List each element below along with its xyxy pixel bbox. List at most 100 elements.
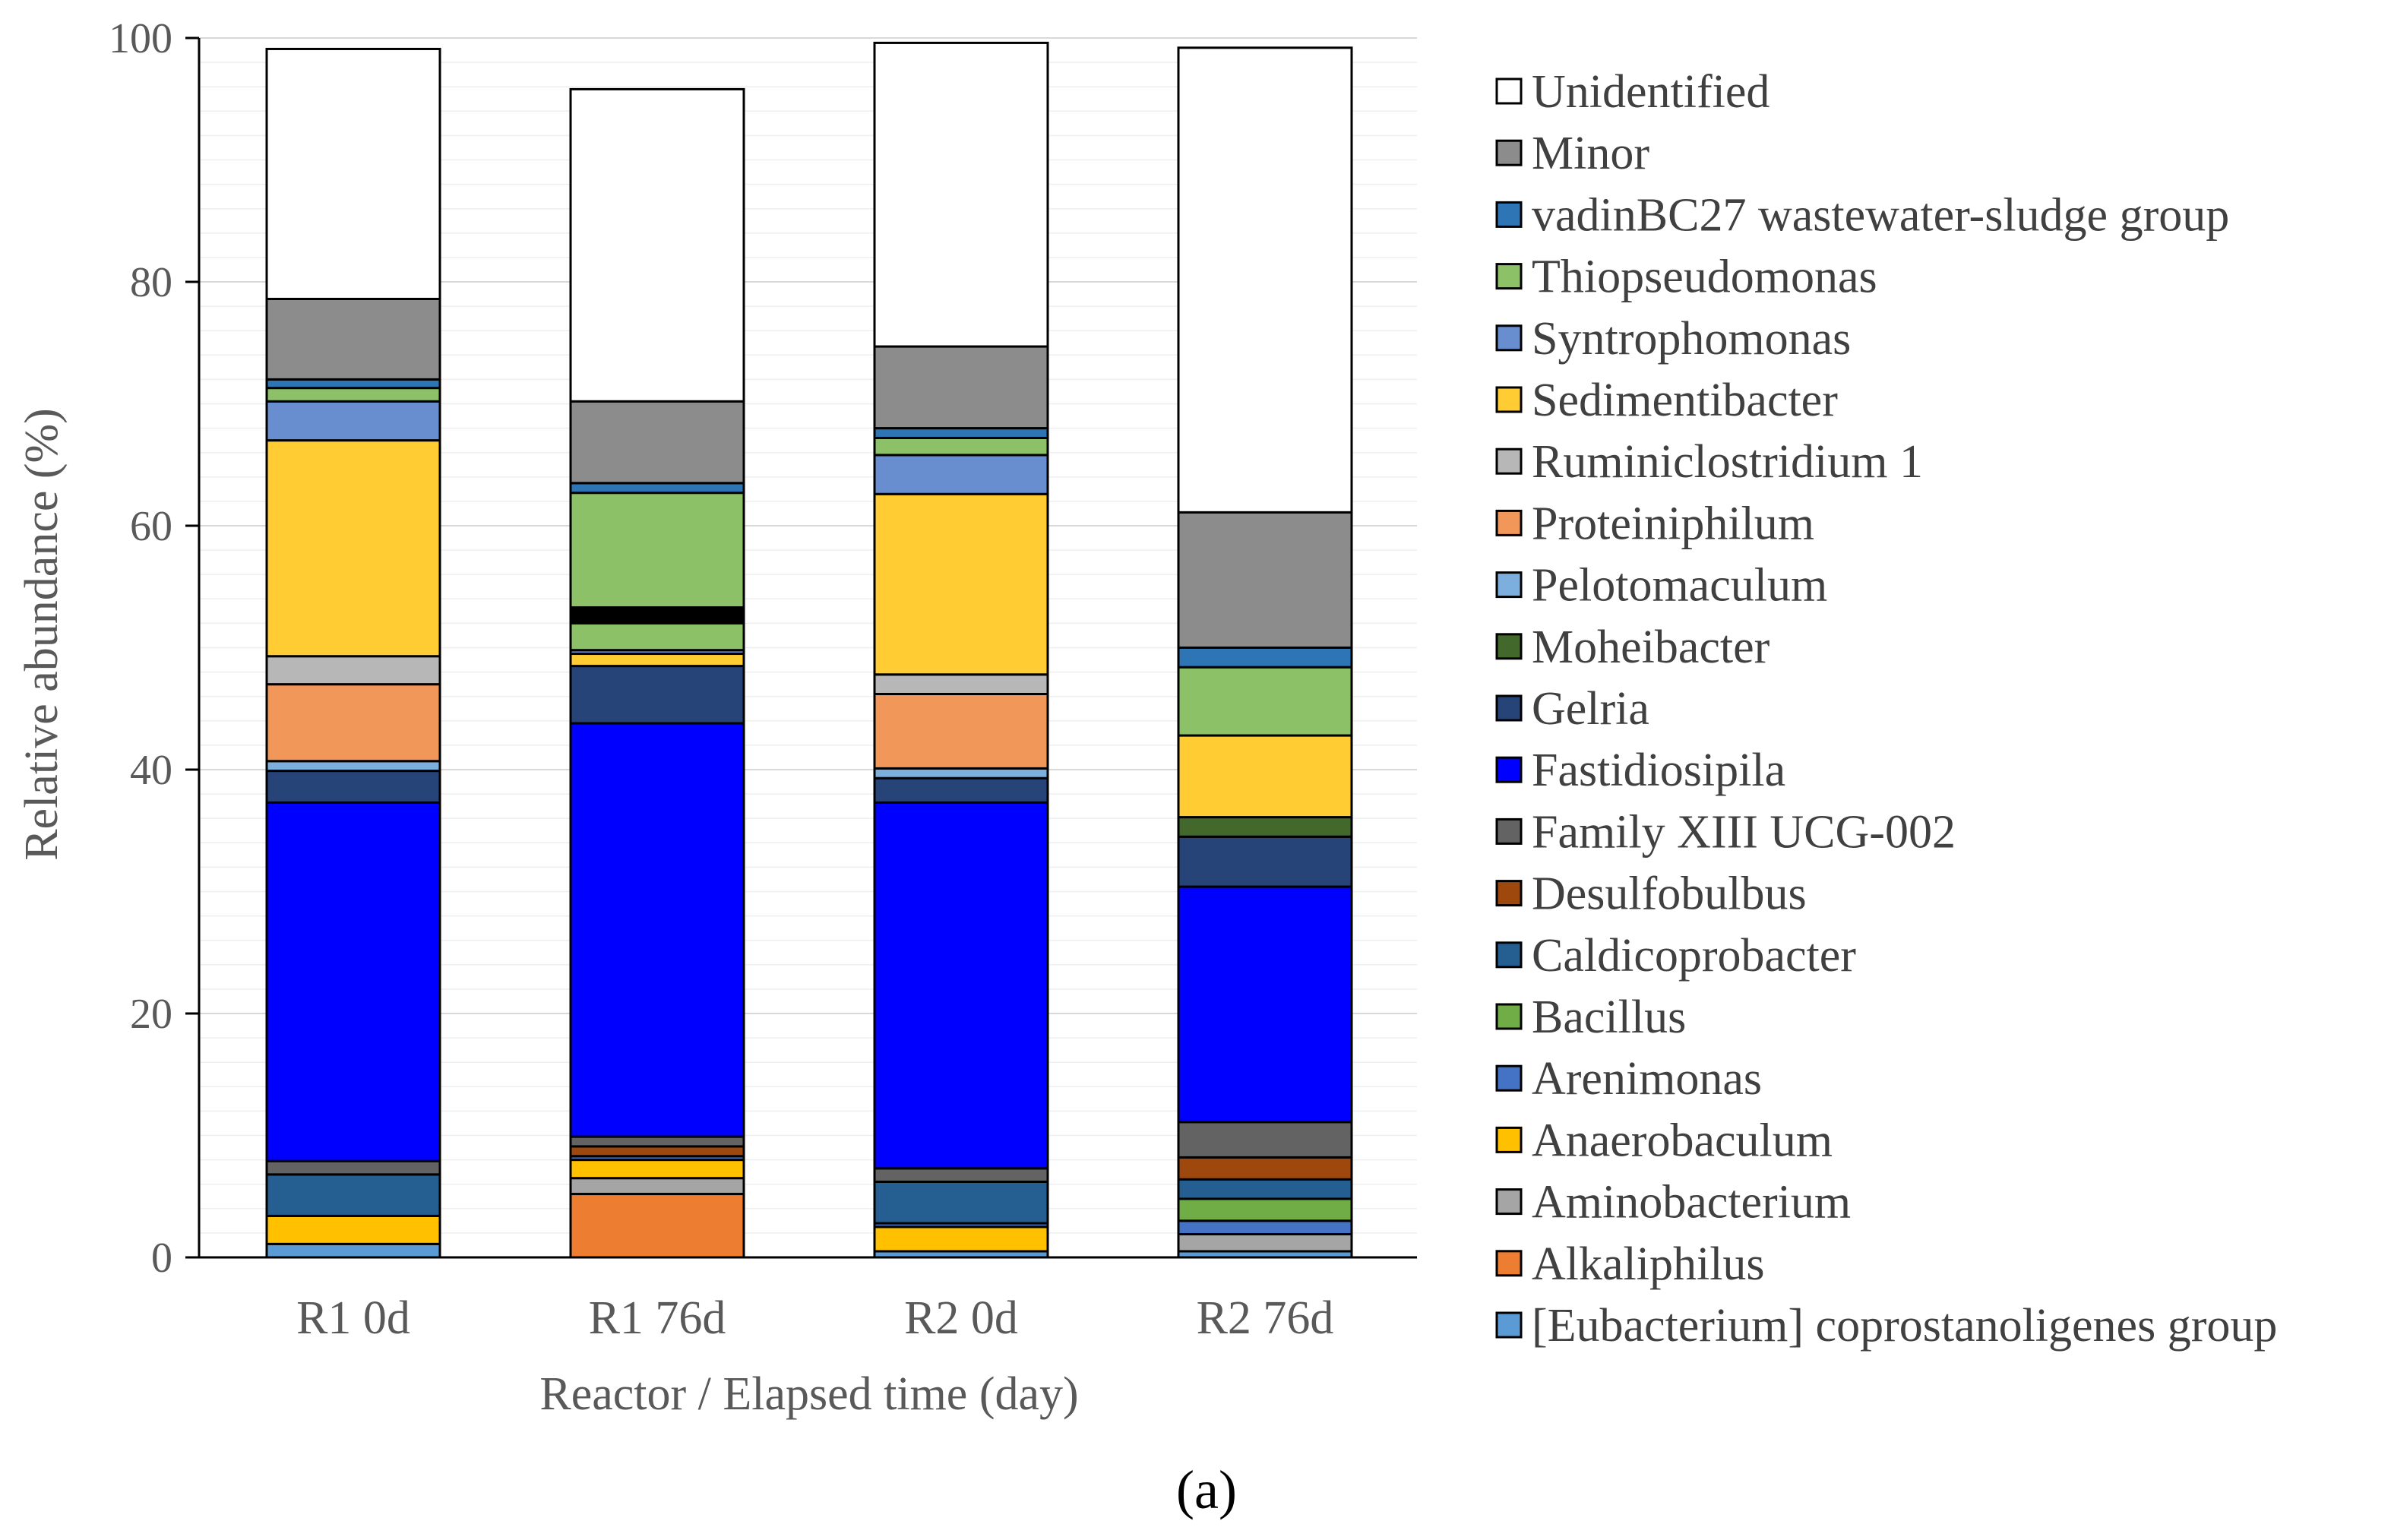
bar-segment (569, 400, 745, 485)
bar-segment (873, 1180, 1049, 1225)
legend-swatch (1495, 1188, 1523, 1216)
bar-segment (1177, 816, 1353, 838)
bar-segment (569, 1193, 745, 1259)
legend-label: Syntrophomonas (1532, 313, 1851, 365)
bar-segment (1177, 734, 1353, 819)
legend-swatch (1495, 447, 1523, 475)
legend-label: Alkaliphilus (1532, 1238, 1765, 1290)
legend-label: Moheibacter (1532, 621, 1770, 673)
y-axis-title: Relative abundance (%) (16, 408, 68, 861)
legend-label: Proteiniphilum (1532, 498, 1814, 549)
legend-label: Bacillus (1532, 991, 1686, 1043)
bar-segment (569, 492, 745, 652)
panel-label: (a) (1176, 1459, 1237, 1520)
x-tick-label: R1 0d (296, 1292, 410, 1344)
y-tick-label: 60 (130, 503, 172, 550)
bar-segment (1177, 1121, 1353, 1159)
bar-segment (265, 801, 441, 1162)
legend-label: Gelria (1532, 683, 1649, 735)
bar-segment (873, 776, 1049, 804)
legend-swatch (1495, 77, 1523, 105)
bar-segment (873, 345, 1049, 430)
bar-segment (569, 87, 745, 403)
legend-label: Sedimentibacter (1532, 375, 1838, 426)
bar-segment (873, 41, 1049, 348)
y-tick-label: 100 (109, 15, 172, 62)
bar-segment (873, 767, 1049, 779)
y-tick-label: 80 (130, 259, 172, 306)
bar-segment (1177, 1156, 1353, 1181)
bar-segment (569, 606, 745, 625)
legend-label: Caldicoprobacter (1532, 930, 1856, 982)
legend-label: Ruminiclostridium 1 (1532, 436, 1923, 488)
legend-swatch (1495, 201, 1523, 228)
legend-swatch (1495, 1311, 1523, 1339)
bar-segment (265, 387, 441, 403)
bar-segment (265, 47, 441, 300)
legend-label: vadinBC27 wastewater-sludge group (1532, 189, 2229, 241)
y-tick-label: 20 (130, 991, 172, 1038)
legend-swatch (1495, 941, 1523, 969)
legend-label: Unidentified (1532, 66, 1770, 118)
bar-segment (265, 1159, 441, 1176)
bar-segment (569, 1177, 745, 1196)
legend-label: [Eubacterium] coprostanoligenes group (1532, 1300, 2277, 1352)
y-tick-label: 0 (151, 1235, 172, 1282)
x-axis-title: Reactor / Elapsed time (day) (539, 1368, 1078, 1420)
legend-swatch (1495, 1003, 1523, 1030)
bar-segment (873, 454, 1049, 495)
y-tick-label: 40 (130, 747, 172, 794)
bar-segment (569, 1159, 745, 1180)
bar-segment (1177, 1197, 1353, 1222)
bar-segment (265, 297, 441, 381)
legend-label: Thiopseudomonas (1532, 251, 1877, 303)
bar-segment (1177, 647, 1353, 669)
bar-segment (1177, 1233, 1353, 1253)
legend-swatch (1495, 139, 1523, 166)
bars: R1 0d R1 76d R2 0d R2 76d (265, 41, 1353, 1344)
bar-segment (265, 655, 441, 686)
bar-segment (873, 1167, 1049, 1183)
bar-segment (1177, 1178, 1353, 1200)
legend-label: Family XIII UCG-002 (1532, 806, 1956, 858)
bar-segment (569, 1135, 745, 1148)
legend-swatch (1495, 1064, 1523, 1092)
bar-segment (265, 770, 441, 804)
legend-label: Desulfobulbus (1532, 868, 1807, 920)
bar-segment (1177, 835, 1353, 888)
bar-segment (873, 436, 1049, 457)
legend-label: Aminobacterium (1532, 1177, 1851, 1229)
bar-segment (265, 760, 441, 773)
bar-segment (569, 482, 745, 495)
legend-swatch (1495, 571, 1523, 599)
bar-segment (1177, 46, 1353, 514)
legend-swatch (1495, 509, 1523, 536)
legend-swatch (1495, 263, 1523, 290)
legend-swatch (1495, 756, 1523, 783)
legend-swatch (1495, 1126, 1523, 1153)
legend: Unidentified Minor vadinBC27 wastewater-sl… (1495, 66, 2277, 1352)
legend-swatch (1495, 324, 1523, 352)
legend-swatch (1495, 633, 1523, 660)
bar-segment (569, 653, 745, 668)
bar-segment (1177, 1219, 1353, 1236)
bar-segment (569, 665, 745, 725)
legend-swatch (1495, 386, 1523, 413)
bar-segment (265, 439, 441, 658)
legend-label: Pelotomaculum (1532, 560, 1827, 612)
bar-segment (265, 1242, 441, 1259)
legend-swatch (1495, 880, 1523, 907)
bar-segment (265, 1214, 441, 1245)
bar-segment (1177, 666, 1353, 737)
bar-segment (873, 673, 1049, 695)
legend-label: Anaerobaculum (1532, 1115, 1833, 1166)
bar-segment (265, 1173, 441, 1217)
legend-swatch (1495, 694, 1523, 722)
bar-segment (1177, 511, 1353, 649)
bar-segment (569, 722, 745, 1138)
legend-swatch (1495, 1250, 1523, 1277)
bar-segment (569, 1145, 745, 1158)
bar-segment (1177, 885, 1353, 1124)
x-tick-label: R1 76d (589, 1292, 726, 1344)
